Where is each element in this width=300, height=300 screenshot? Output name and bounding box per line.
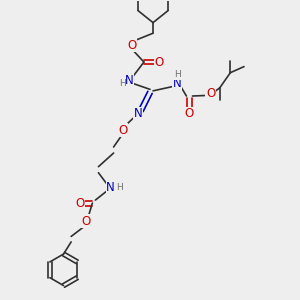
Text: N: N <box>106 182 115 194</box>
Text: N: N <box>124 74 133 87</box>
Text: H: H <box>119 79 125 88</box>
Text: O: O <box>154 56 164 68</box>
Text: O: O <box>118 124 127 137</box>
Text: N: N <box>173 77 182 90</box>
Text: O: O <box>185 107 194 120</box>
Text: O: O <box>127 39 136 52</box>
Text: O: O <box>76 196 85 210</box>
Text: H: H <box>116 183 122 192</box>
Text: O: O <box>206 87 215 101</box>
Text: O: O <box>82 215 91 228</box>
Text: H: H <box>174 70 181 79</box>
Text: N: N <box>134 107 142 120</box>
